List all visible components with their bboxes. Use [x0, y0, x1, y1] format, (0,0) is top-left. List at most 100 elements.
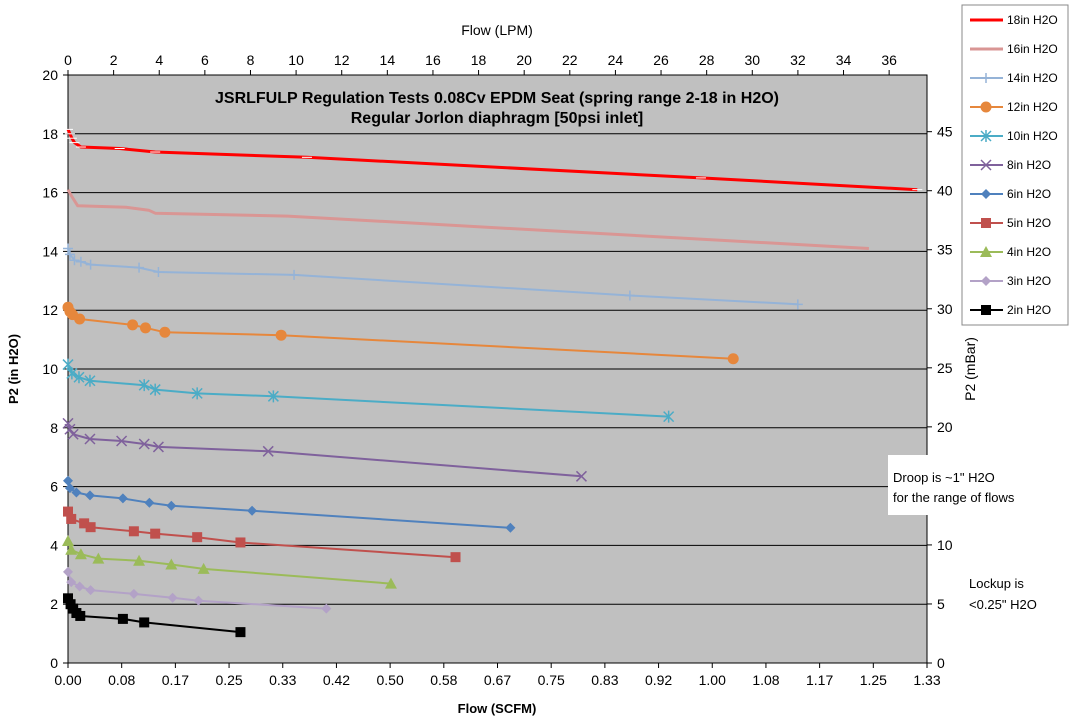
x2-tick-label: 30 [744, 52, 760, 68]
data-point [159, 326, 171, 338]
legend-label: 5in H2O [1007, 216, 1051, 230]
x2-tick-label: 6 [201, 52, 209, 68]
data-point [63, 475, 73, 486]
x2-tick-label: 34 [836, 52, 852, 68]
legend-label: 16in H2O [1007, 42, 1058, 56]
y-axis-title: P2 (in H2O) [6, 334, 21, 404]
annotation-lockup-line1: Lockup is [969, 576, 1024, 591]
x-tick-label: 0.25 [215, 672, 242, 688]
y2-tick-label: 0 [937, 655, 945, 671]
data-point [85, 585, 96, 596]
legend: 18in H2O 16in H2O 14in H2O 12in H2O 10in H2O… [961, 4, 1069, 326]
data-point [63, 243, 73, 254]
data-point [138, 379, 150, 392]
series-12in-h2o [62, 301, 739, 365]
legend-label: 4in H2O [1007, 245, 1051, 259]
data-point [128, 526, 139, 537]
x-tick-label: 0.92 [645, 672, 672, 688]
data-point [275, 329, 287, 341]
x2-tick-label: 10 [288, 52, 304, 68]
x2-axis-title: Flow (LPM) [461, 22, 533, 38]
data-point [64, 423, 76, 435]
data-point [139, 617, 150, 628]
data-point [75, 610, 86, 621]
y2-tick-label: 10 [937, 537, 953, 553]
series-8in-h2o [62, 417, 587, 482]
legend-label: 6in H2O [1007, 187, 1051, 201]
y-tick-label: 8 [50, 420, 58, 436]
y-tick-label: 12 [42, 302, 58, 318]
y-tick-label: 16 [42, 185, 58, 201]
legend-label: 18in H2O [1007, 13, 1058, 27]
y2-tick-label: 30 [937, 301, 953, 317]
data-point [505, 522, 516, 533]
x2-tick-label: 14 [380, 52, 396, 68]
data-point [150, 528, 161, 539]
legend-item: 3in H2O [970, 274, 1051, 288]
annotation-lockup: Lockup is <0.25" H2O [969, 576, 1037, 612]
legend-swatch-marker [980, 130, 992, 142]
legend-swatch-marker [981, 73, 991, 83]
data-point [64, 249, 75, 260]
data-point [167, 592, 178, 603]
x-axis-title: Flow (SCFM) [458, 701, 537, 716]
data-point [65, 543, 78, 555]
series-18in-h2o [63, 128, 923, 192]
y-tick-label: 4 [50, 537, 58, 553]
x-tick-label: 0.75 [538, 672, 565, 688]
data-point [321, 603, 332, 614]
data-point [663, 410, 675, 423]
data-point [62, 534, 74, 546]
data-point [197, 562, 210, 574]
data-point [84, 374, 96, 387]
x2-tick-label: 20 [516, 52, 532, 68]
y-tick-label: 6 [50, 479, 58, 495]
y2-tick-label: 25 [937, 360, 953, 376]
x-tick-label: 0.50 [377, 672, 404, 688]
series-line [66, 128, 918, 192]
y2-tick-label: 40 [937, 183, 953, 199]
series-2in-h2o [63, 593, 246, 638]
y2-tick-label: 45 [937, 124, 953, 140]
data-point [384, 577, 397, 589]
series-line [67, 248, 798, 306]
data-point [134, 262, 145, 273]
x-tick-label: 1.33 [913, 672, 940, 688]
data-point [74, 548, 87, 560]
legend-item: 14in H2O [970, 71, 1058, 85]
x2-tick-label: 36 [881, 52, 897, 68]
data-point [92, 552, 105, 564]
tick-labels: 024681012141618200510152025303540450.000… [42, 52, 952, 688]
series-4in-h2o [62, 534, 397, 589]
series-layer [62, 128, 923, 638]
legend-label: 8in H2O [1007, 158, 1051, 172]
y-tick-label: 14 [42, 243, 58, 259]
data-point [192, 532, 203, 543]
x-tick-label: 0.17 [162, 672, 189, 688]
series-3in-h2o [63, 566, 332, 614]
data-point [575, 470, 587, 482]
data-point [289, 269, 300, 280]
x2-tick-label: 0 [64, 52, 72, 68]
data-point [85, 259, 96, 270]
legend-item: 18in H2O [970, 13, 1058, 27]
legend-item: 12in H2O [970, 100, 1058, 114]
gridlines [63, 70, 932, 668]
x-tick-label: 0.00 [54, 672, 81, 688]
x-tick-label: 1.08 [752, 672, 779, 688]
series-16in-h2o [66, 188, 869, 250]
legend-item: 5in H2O [970, 216, 1051, 230]
data-point [267, 390, 279, 403]
annotation-droop: Droop is ~1" H2O for the range of flows [888, 455, 1066, 515]
x2-tick-label: 8 [247, 52, 255, 68]
data-point [63, 593, 73, 604]
legend-swatch-marker [981, 218, 991, 228]
x-tick-label: 0.42 [323, 672, 350, 688]
x2-tick-label: 16 [425, 52, 441, 68]
x2-tick-label: 28 [699, 52, 715, 68]
legend-item: 2in H2O [970, 303, 1051, 317]
data-point [140, 322, 152, 334]
series-line [66, 188, 869, 250]
data-point [84, 433, 96, 445]
